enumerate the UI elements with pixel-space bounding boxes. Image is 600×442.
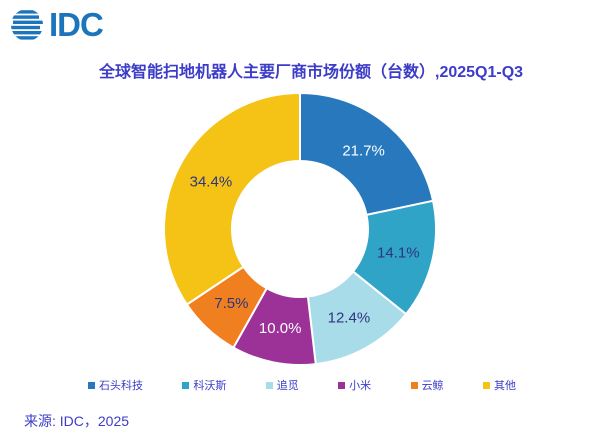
legend-label: 小米 xyxy=(349,380,372,392)
slice-value-label-3: 10.0% xyxy=(259,320,302,337)
chart-title: 全球智能扫地机器人主要厂商市场份额（台数）,2025Q1-Q3 xyxy=(99,64,524,81)
slice-value-label-1: 14.1% xyxy=(377,244,420,261)
idc-logo: IDC xyxy=(9,6,104,43)
source-note: 来源: IDC，2025 xyxy=(24,413,130,429)
globe-icon xyxy=(11,10,43,40)
slice-value-label-5: 34.4% xyxy=(190,173,233,190)
legend-swatch-icon xyxy=(410,381,418,389)
chart-legend: 石头科技 科沃斯 追觅 小米 云鲸 其他 xyxy=(88,377,516,393)
legend-item-1: 科沃斯 xyxy=(182,377,226,393)
legend-swatch-icon xyxy=(482,381,490,389)
legend-swatch-icon xyxy=(182,381,190,389)
legend-item-2: 追觅 xyxy=(265,377,299,393)
legend-item-4: 云鲸 xyxy=(410,377,444,393)
donut-slice-0 xyxy=(299,92,435,216)
slice-value-label-0: 21.7% xyxy=(342,143,385,160)
legend-item-0: 石头科技 xyxy=(88,377,143,393)
legend-swatch-icon xyxy=(265,381,273,389)
legend-item-3: 小米 xyxy=(338,377,371,393)
legend-swatch-icon xyxy=(338,381,346,389)
logo-text: IDC xyxy=(49,6,104,43)
legend-label: 追觅 xyxy=(276,380,299,392)
donut-chart-area: 21.7% 14.1% 12.4% 10.0% 7.5% 34.4% xyxy=(0,85,600,375)
legend-swatch-icon xyxy=(88,381,95,389)
legend-label: 石头科技 xyxy=(99,380,143,392)
donut-chart: 21.7% 14.1% 12.4% 10.0% 7.5% 34.4% xyxy=(163,92,437,366)
slice-value-label-2: 12.4% xyxy=(328,309,371,326)
donut-slice-5 xyxy=(163,92,301,306)
slice-value-label-4: 7.5% xyxy=(214,295,248,312)
legend-item-5: 其他 xyxy=(482,377,516,393)
legend-label: 科沃斯 xyxy=(193,380,227,392)
legend-label: 其他 xyxy=(493,380,516,392)
legend-label: 云鲸 xyxy=(421,380,444,392)
